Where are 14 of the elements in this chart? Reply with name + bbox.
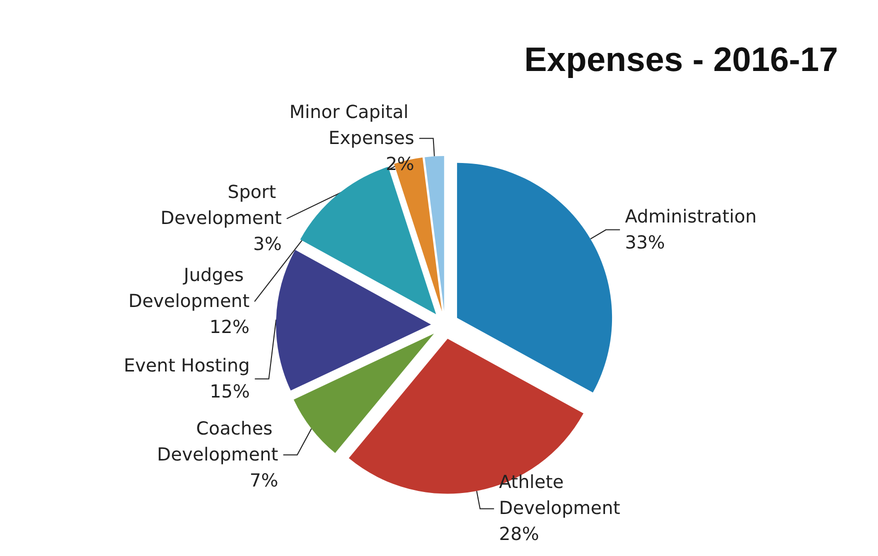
slice-label: Administration	[624, 206, 757, 228]
slice-label: Coaches Development	[157, 418, 278, 466]
data-label: 12%	[210, 317, 250, 338]
chart-title: Expenses - 2016-17	[524, 41, 838, 79]
slice-label: Athlete Development	[499, 472, 620, 520]
data-label: 15%	[210, 381, 250, 402]
slice-label: Minor Capital Expenses	[289, 102, 414, 149]
data-label: 7%	[250, 470, 278, 492]
data-label: 28%	[499, 524, 540, 546]
slice-label: Event Hosting	[124, 355, 250, 376]
data-label: 33%	[624, 232, 665, 254]
slice-label: Sport Development	[160, 182, 282, 230]
data-label: 3%	[253, 234, 282, 256]
slice-label: Judges Development	[128, 265, 250, 312]
